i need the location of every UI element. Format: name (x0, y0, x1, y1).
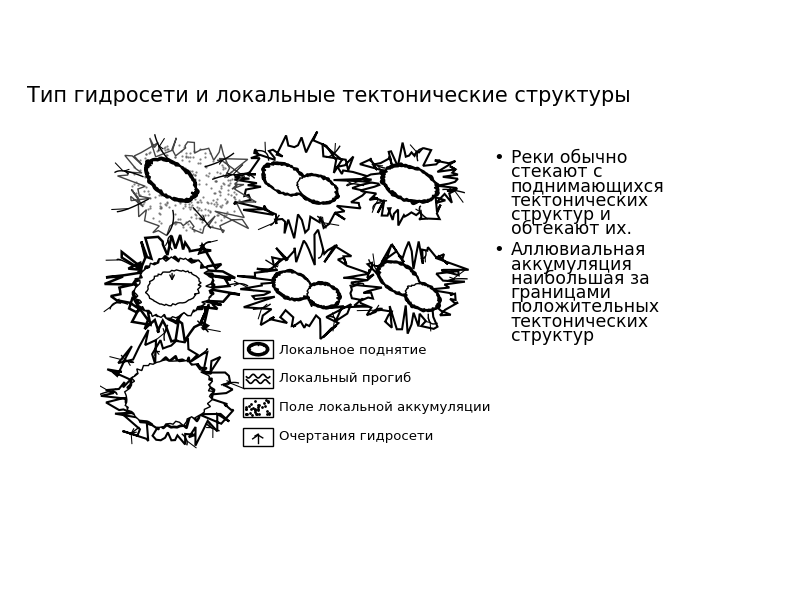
Text: Локальный прогиб: Локальный прогиб (279, 372, 411, 385)
Polygon shape (360, 143, 458, 226)
Polygon shape (351, 241, 469, 334)
Text: поднимающихся: поднимающихся (510, 178, 665, 196)
Polygon shape (146, 270, 201, 306)
Polygon shape (105, 235, 240, 341)
Text: •: • (494, 241, 505, 259)
Text: Очертания гидросети: Очертания гидросети (279, 430, 434, 443)
Text: тектонических: тектонических (510, 192, 649, 210)
Polygon shape (147, 159, 197, 201)
Polygon shape (125, 360, 214, 427)
Polygon shape (379, 262, 420, 295)
Polygon shape (264, 164, 305, 194)
Text: Реки обычно: Реки обычно (510, 149, 627, 167)
Polygon shape (406, 284, 439, 310)
Text: Тип гидросети и локальные тектонические структуры: Тип гидросети и локальные тектонические … (26, 86, 630, 106)
Text: стекают с: стекают с (510, 163, 602, 181)
Polygon shape (101, 330, 234, 446)
FancyBboxPatch shape (243, 340, 273, 358)
Polygon shape (134, 257, 214, 318)
Polygon shape (383, 166, 437, 201)
Text: тектонических: тектонических (510, 313, 649, 331)
Text: положительных: положительных (510, 298, 660, 316)
Polygon shape (238, 230, 370, 339)
Text: Аллювиальная: Аллювиальная (510, 241, 646, 259)
FancyBboxPatch shape (243, 398, 273, 417)
Text: наибольшая за: наибольшая за (510, 270, 650, 288)
Polygon shape (297, 175, 337, 203)
Text: структур: структур (510, 327, 594, 345)
Polygon shape (234, 131, 374, 238)
Text: границами: границами (510, 284, 612, 302)
Polygon shape (307, 284, 339, 307)
Polygon shape (274, 272, 310, 299)
FancyBboxPatch shape (243, 428, 273, 446)
Text: •: • (494, 149, 505, 167)
Text: структур и: структур и (510, 206, 610, 224)
Text: Поле локальной аккумуляции: Поле локальной аккумуляции (279, 401, 490, 414)
Ellipse shape (249, 344, 268, 355)
Text: аккумуляция: аккумуляция (510, 256, 632, 274)
FancyBboxPatch shape (243, 369, 273, 388)
Text: обтекают их.: обтекают их. (510, 220, 632, 238)
Text: Локальное поднятие: Локальное поднятие (279, 343, 426, 356)
